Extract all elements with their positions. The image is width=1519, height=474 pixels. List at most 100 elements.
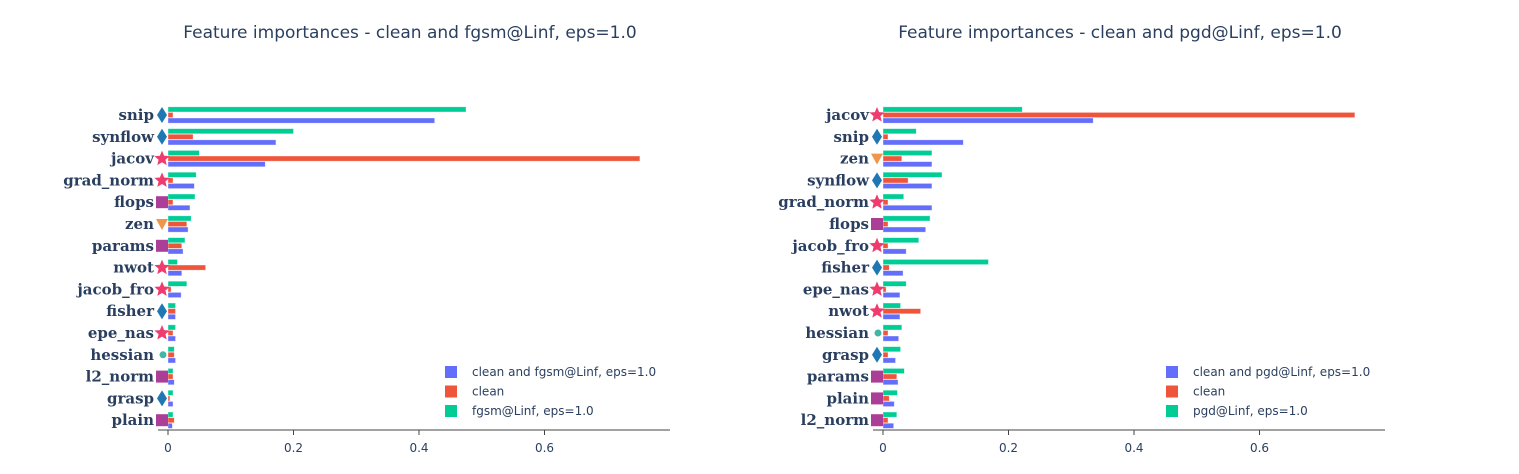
legend-label[interactable]: clean and pgd@Linf, eps=1.0 [1193,365,1370,379]
bar-grad_norm-series-2[interactable] [882,193,905,200]
bar-hessian-series-0[interactable] [882,335,900,342]
bar-zen-series-1[interactable] [167,221,188,227]
bar-params-series-1[interactable] [882,373,898,380]
bar-grad_norm-series-0[interactable] [882,204,933,211]
bar-nwot-series-1[interactable] [882,308,922,315]
legend-swatch[interactable] [1166,366,1178,378]
bar-snip-series-0[interactable] [882,139,964,146]
bar-fisher-series-2[interactable] [882,259,989,265]
bar-epe_nas-series-2[interactable] [167,324,176,331]
bar-fisher-series-1[interactable] [167,308,176,315]
bar-l2_norm-series-2[interactable] [167,368,174,374]
bar-plain-series-1[interactable] [167,417,175,424]
bar-hessian-series-1[interactable] [167,351,175,358]
legend-swatch[interactable] [445,366,457,378]
bar-params-series-2[interactable] [882,368,905,374]
bar-l2_norm-series-1[interactable] [167,373,174,380]
bar-epe_nas-series-2[interactable] [882,280,907,287]
bar-jacob_fro-series-2[interactable] [167,280,188,287]
bar-l2_norm-series-0[interactable] [167,379,175,386]
legend-swatch[interactable] [445,405,457,417]
bar-jacob_fro-series-0[interactable] [882,248,907,255]
legend-label[interactable]: clean [1193,385,1225,399]
bar-zen-series-1[interactable] [882,155,903,162]
bar-jacob_fro-series-1[interactable] [167,286,172,293]
bar-zen-series-2[interactable] [167,215,192,222]
bar-plain-series-0[interactable] [167,422,173,429]
legend-label[interactable]: clean [472,385,504,399]
bar-jacov-series-0[interactable] [882,117,1094,124]
bar-plain-series-2[interactable] [882,389,898,396]
bar-snip-series-2[interactable] [882,128,917,135]
bar-synflow-series-0[interactable] [882,183,933,189]
bar-hessian-series-2[interactable] [882,324,903,331]
bar-nwot-series-2[interactable] [167,259,178,265]
bar-flops-series-0[interactable] [882,226,927,233]
bar-jacob_fro-series-0[interactable] [167,292,182,298]
bar-nwot-series-0[interactable] [882,313,901,320]
bar-epe_nas-series-0[interactable] [882,292,901,298]
bar-hessian-series-0[interactable] [167,357,176,364]
bar-l2_norm-series-2[interactable] [882,411,898,418]
bar-grad_norm-series-0[interactable] [167,183,195,189]
bar-zen-series-2[interactable] [882,150,933,156]
bar-jacov-series-2[interactable] [882,106,1023,113]
bar-jacov-series-1[interactable] [882,112,1356,118]
bar-epe_nas-series-1[interactable] [882,286,887,293]
bar-params-series-2[interactable] [167,237,186,244]
bar-hessian-series-2[interactable] [167,346,175,353]
bar-hessian-series-1[interactable] [882,330,889,336]
bar-flops-series-1[interactable] [882,221,889,227]
bar-synflow-series-1[interactable] [167,133,194,140]
bar-snip-series-0[interactable] [167,117,436,124]
bar-params-series-0[interactable] [882,379,899,386]
bar-fisher-series-0[interactable] [882,270,904,277]
bar-l2_norm-series-0[interactable] [882,422,895,429]
bar-synflow-series-0[interactable] [167,139,277,146]
legend-swatch[interactable] [445,385,457,398]
bar-plain-series-1[interactable] [882,395,890,402]
legend-label[interactable]: clean and fgsm@Linf, eps=1.0 [472,365,656,379]
bar-flops-series-2[interactable] [882,215,931,222]
bar-fisher-series-1[interactable] [882,264,890,271]
bar-grasp-series-0[interactable] [167,401,174,407]
bar-plain-series-2[interactable] [167,411,174,418]
bar-grad_norm-series-2[interactable] [167,171,197,178]
bar-grasp-series-1[interactable] [167,395,171,402]
bar-grad_norm-series-1[interactable] [167,177,174,184]
bar-l2_norm-series-1[interactable] [882,417,889,424]
legend-swatch[interactable] [1166,405,1178,417]
bar-grasp-series-2[interactable] [167,389,174,396]
bar-grasp-series-1[interactable] [882,351,889,358]
bar-grasp-series-0[interactable] [882,357,896,364]
bar-grad_norm-series-1[interactable] [882,199,889,206]
bar-fisher-series-0[interactable] [167,313,176,320]
bar-synflow-series-2[interactable] [882,171,943,178]
bar-flops-series-2[interactable] [167,193,196,200]
bar-nwot-series-0[interactable] [167,270,183,277]
bar-nwot-series-2[interactable] [882,302,901,309]
bar-jacob_fro-series-2[interactable] [882,237,920,244]
bar-flops-series-1[interactable] [167,199,174,206]
bar-fisher-series-2[interactable] [167,302,176,309]
bar-synflow-series-2[interactable] [167,128,294,135]
bar-snip-series-2[interactable] [167,106,467,113]
legend-label[interactable]: fgsm@Linf, eps=1.0 [472,404,594,418]
bar-grasp-series-2[interactable] [882,346,901,353]
bar-params-series-0[interactable] [167,248,184,255]
bar-flops-series-0[interactable] [167,204,191,211]
legend-swatch[interactable] [1166,385,1178,398]
bar-zen-series-0[interactable] [167,226,189,233]
bar-params-series-1[interactable] [167,242,183,249]
bar-jacob_fro-series-1[interactable] [882,242,889,249]
bar-jacov-series-0[interactable] [167,161,266,168]
bar-jacov-series-2[interactable] [167,150,200,156]
bar-jacov-series-1[interactable] [167,155,641,162]
legend-label[interactable]: pgd@Linf, eps=1.0 [1193,404,1308,418]
bar-snip-series-1[interactable] [167,112,174,118]
bar-epe_nas-series-0[interactable] [167,335,176,342]
bar-nwot-series-1[interactable] [167,264,207,271]
bar-plain-series-0[interactable] [882,401,895,407]
bar-zen-series-0[interactable] [882,161,933,168]
bar-epe_nas-series-1[interactable] [167,330,174,336]
